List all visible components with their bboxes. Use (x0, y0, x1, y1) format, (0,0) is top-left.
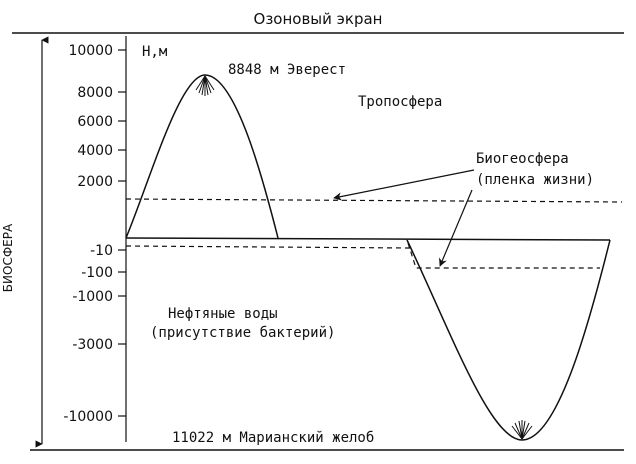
trench-bottom-marker (511, 420, 533, 440)
height-tick-label: 6000 (77, 114, 113, 130)
life-film-upper-boundary (125, 198, 623, 203)
height-tick-label: 10000 (68, 43, 113, 59)
biosphere-label: БИОСФЕРА (1, 223, 15, 292)
everest-peak-marker (195, 75, 215, 96)
height-axis-ticks: 10000 8000 6000 4000 2000 -10 -100 -1000 -3000 -1… (63, 43, 126, 425)
height-tick-label: -10 (90, 243, 113, 259)
arrow-to-upper-boundary (333, 169, 475, 201)
ozone-screen-label: Озоновый экран (254, 10, 383, 28)
everest-label: 8848 м Эверест (228, 62, 346, 78)
life-film-lower-boundary-ocean (407, 242, 600, 269)
height-tick-label: 2000 (77, 174, 113, 190)
height-tick-label: 8000 (77, 85, 113, 101)
height-tick-label: -1000 (72, 289, 113, 305)
biogeosphere-label: Биогеосфера (476, 151, 569, 167)
mariana-trench-label: 11022 м Марианский желоб (172, 430, 374, 446)
bacteria-label: (присутствие бактерий) (150, 325, 335, 341)
mariana-trench-curve (406, 239, 611, 441)
life-film-label: (пленка жизни) (476, 172, 594, 188)
height-tick-label: -100 (81, 265, 113, 281)
height-tick-label: -10000 (63, 409, 113, 425)
height-tick-label: 4000 (77, 143, 113, 159)
life-film-lower-boundary-land (125, 245, 411, 249)
oil-waters-label: Нефтяные воды (168, 306, 278, 322)
ground-level-line (125, 237, 611, 241)
height-tick-label: -3000 (72, 337, 113, 353)
troposphere-label: Тропосфера (358, 94, 442, 110)
everest-mountain-curve (125, 74, 279, 239)
arrow-to-ocean-boundary (439, 189, 473, 267)
axis-unit-label: H,м (142, 44, 168, 60)
